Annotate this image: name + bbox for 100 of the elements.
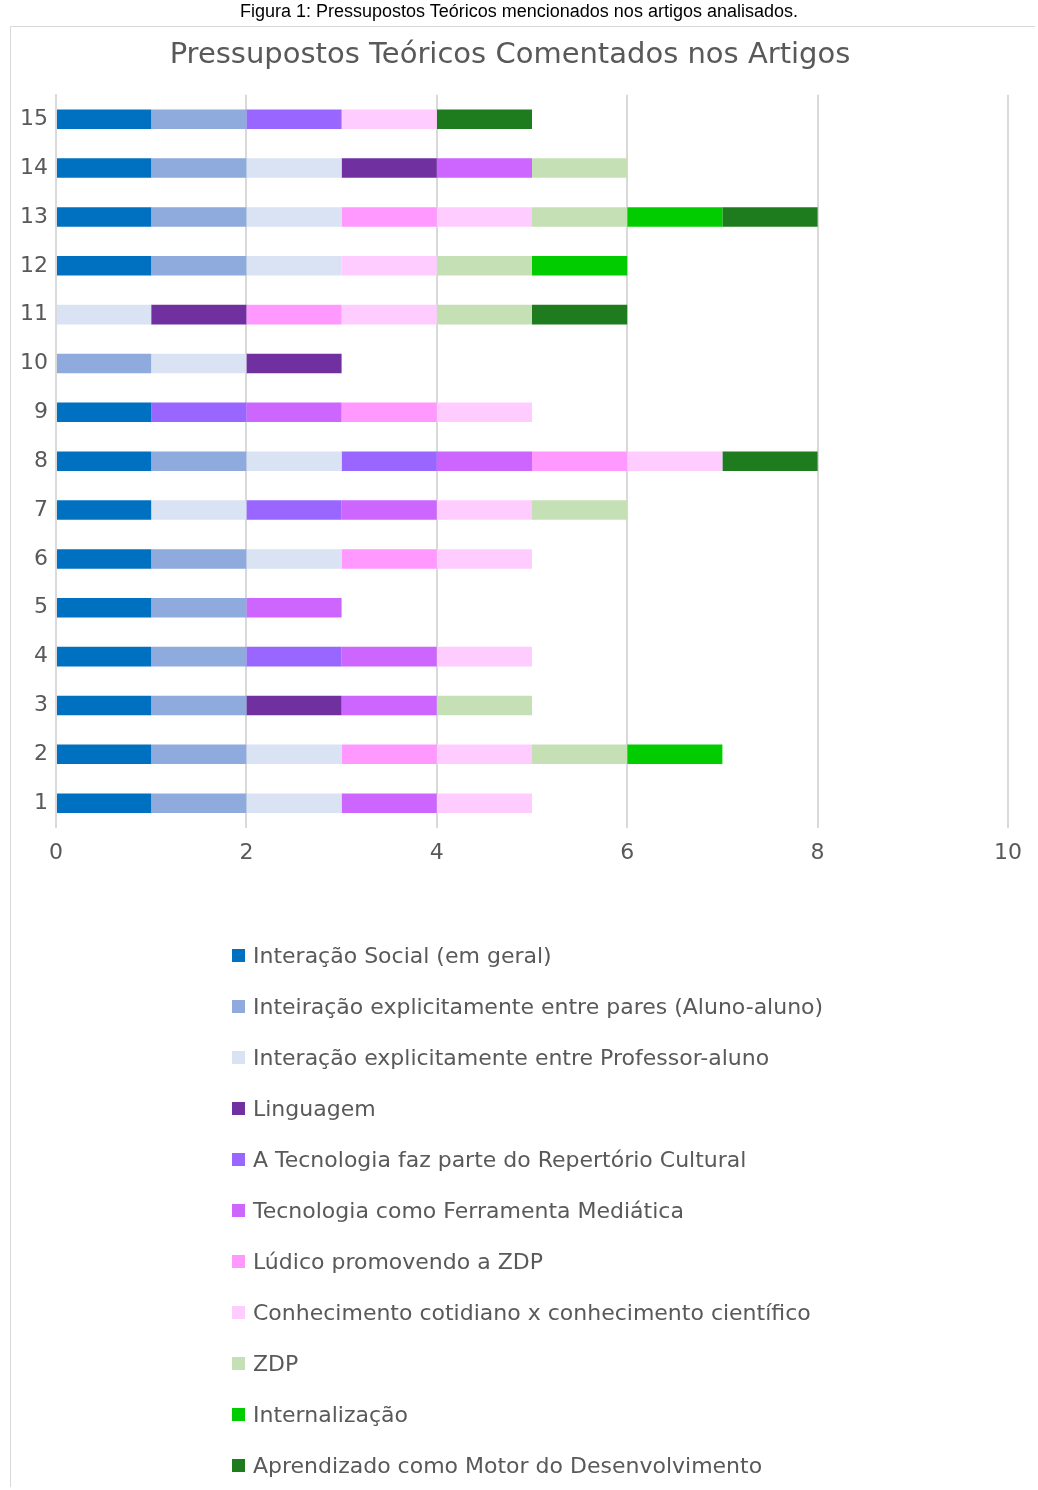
y-tick-label: 6 bbox=[33, 544, 48, 570]
bar bbox=[436, 402, 532, 423]
bar bbox=[246, 500, 342, 520]
bar bbox=[436, 109, 532, 129]
bar bbox=[532, 500, 628, 520]
bar bbox=[436, 646, 532, 667]
bar bbox=[246, 793, 342, 813]
x-tick-label: 0 bbox=[48, 838, 63, 864]
y-tick-label: 10 bbox=[19, 349, 48, 375]
legend-label: ZDP bbox=[252, 1350, 300, 1378]
bar bbox=[341, 304, 437, 325]
y-tick-label: 8 bbox=[33, 446, 48, 472]
bar bbox=[56, 695, 152, 716]
x-tick-label: 2 bbox=[239, 838, 254, 864]
bar bbox=[151, 744, 247, 765]
bar bbox=[56, 744, 152, 765]
y-tick-label: 12 bbox=[19, 251, 48, 277]
x-tick-label: 4 bbox=[429, 838, 444, 864]
y-tick-label: 5 bbox=[33, 593, 48, 619]
bar bbox=[56, 353, 152, 374]
legend-label: Linguagem bbox=[252, 1095, 377, 1123]
bar bbox=[56, 451, 152, 471]
bar bbox=[722, 451, 818, 471]
bar bbox=[436, 451, 532, 471]
bar bbox=[532, 744, 628, 765]
bar bbox=[246, 402, 342, 423]
bar bbox=[722, 207, 818, 227]
bar bbox=[56, 500, 152, 520]
y-tick-label: 3 bbox=[33, 691, 48, 717]
bar bbox=[246, 304, 342, 325]
bar bbox=[436, 695, 532, 716]
legend-label: Internalização bbox=[252, 1401, 409, 1429]
legend-label: Interação Social (em geral) bbox=[252, 942, 553, 970]
bar bbox=[56, 109, 152, 129]
bar bbox=[436, 500, 532, 520]
bar bbox=[151, 646, 247, 667]
y-tick-label: 2 bbox=[33, 740, 48, 766]
bar bbox=[246, 695, 342, 716]
bar bbox=[56, 304, 152, 325]
bar bbox=[341, 402, 437, 423]
bar bbox=[56, 402, 152, 423]
y-tick-label: 15 bbox=[19, 104, 48, 130]
bar bbox=[151, 207, 247, 227]
bar bbox=[246, 549, 342, 569]
bar bbox=[436, 744, 532, 765]
bar bbox=[532, 158, 628, 178]
bar bbox=[246, 744, 342, 765]
bar bbox=[151, 793, 247, 813]
bar bbox=[246, 207, 342, 227]
bar bbox=[532, 304, 628, 325]
bar bbox=[627, 744, 723, 765]
bar bbox=[436, 793, 532, 813]
bar bbox=[151, 451, 247, 471]
bar bbox=[341, 158, 437, 178]
bar bbox=[151, 109, 247, 129]
bar bbox=[341, 549, 437, 569]
y-tick-label: 11 bbox=[19, 300, 48, 326]
bar bbox=[341, 256, 437, 276]
legend-label: Inteiração explicitamente entre pares (Aluno-aluno) bbox=[252, 993, 824, 1021]
bar bbox=[246, 597, 342, 618]
bar bbox=[151, 402, 247, 423]
legend-label: A Tecnologia faz parte do Repertório Cultural bbox=[252, 1146, 748, 1174]
bar bbox=[341, 744, 437, 765]
bar bbox=[56, 549, 152, 569]
bar bbox=[436, 158, 532, 178]
legend-label: Lúdico promovendo a ZDP bbox=[252, 1248, 544, 1276]
x-tick-label: 8 bbox=[810, 838, 825, 864]
bar bbox=[532, 207, 628, 227]
bar bbox=[246, 158, 342, 178]
legend-label: Interação explicitamente entre Professor-aluno bbox=[252, 1044, 771, 1072]
bar bbox=[436, 304, 532, 325]
y-tick-label: 9 bbox=[33, 398, 48, 424]
bar bbox=[246, 353, 342, 374]
bar bbox=[341, 207, 437, 227]
x-tick-label: 6 bbox=[620, 838, 635, 864]
bar bbox=[56, 793, 152, 813]
bar bbox=[56, 646, 152, 667]
bar bbox=[151, 158, 247, 178]
bar bbox=[436, 256, 532, 276]
bar bbox=[151, 549, 247, 569]
bar bbox=[341, 451, 437, 471]
bar bbox=[151, 500, 247, 520]
bar bbox=[341, 500, 437, 520]
bar bbox=[151, 256, 247, 276]
bar bbox=[56, 207, 152, 227]
bar bbox=[341, 793, 437, 813]
y-tick-label: 14 bbox=[19, 153, 48, 179]
bar bbox=[246, 256, 342, 276]
bar bbox=[532, 256, 628, 276]
bar bbox=[627, 207, 723, 227]
bar bbox=[246, 451, 342, 471]
legend-label: Tecnologia como Ferramenta Mediática bbox=[252, 1197, 685, 1225]
bar bbox=[341, 646, 437, 667]
bar bbox=[56, 158, 152, 178]
bar bbox=[151, 353, 247, 374]
bar bbox=[627, 451, 723, 471]
bar bbox=[246, 646, 342, 667]
legend-label: Conhecimento cotidiano x conhecimento científico bbox=[252, 1299, 812, 1327]
bar bbox=[151, 695, 247, 716]
bar bbox=[436, 207, 532, 227]
